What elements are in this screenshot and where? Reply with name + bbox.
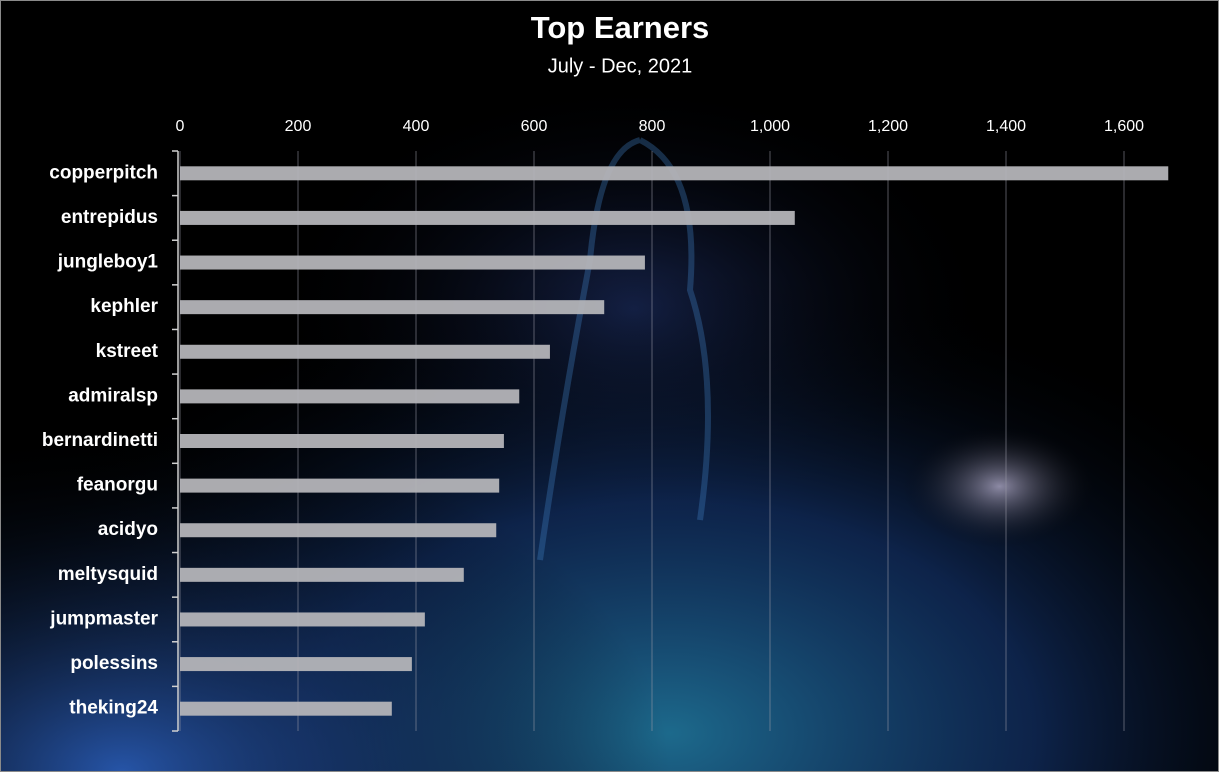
y-tick-label: theking24: [69, 698, 158, 719]
y-tick-label: acidyo: [98, 519, 158, 540]
y-tick-label: feanorgu: [77, 475, 158, 496]
bar: [180, 657, 412, 672]
bar: [180, 210, 795, 225]
y-tick-label: jungleboy1: [57, 252, 159, 273]
y-tick-label: kstreet: [96, 341, 159, 362]
x-tick-label: 600: [521, 118, 548, 135]
chart-subtitle: July - Dec, 2021: [548, 55, 693, 77]
x-tick-label: 0: [176, 118, 185, 135]
chart-title: Top Earners: [531, 10, 710, 45]
x-tick-label: 800: [639, 118, 666, 135]
y-tick-label: kephler: [90, 296, 158, 317]
x-tick-label: 200: [285, 118, 312, 135]
bar: [180, 300, 605, 315]
bar: [180, 478, 500, 493]
bar: [180, 567, 464, 582]
y-tick-label: copperpitch: [49, 162, 158, 183]
x-tick-label: 1,600: [1104, 118, 1144, 135]
bar: [180, 701, 392, 716]
bar: [180, 344, 550, 359]
bar: [180, 612, 425, 627]
y-tick-label: polessins: [70, 653, 158, 674]
y-tick-label: bernardinetti: [42, 430, 158, 451]
y-tick-label: meltysquid: [58, 564, 158, 585]
bar: [180, 523, 497, 538]
y-tick-label: jumpmaster: [49, 608, 158, 629]
bar: [180, 434, 504, 448]
x-tick-label: 400: [403, 118, 430, 135]
bar: [180, 389, 520, 404]
bar: [180, 255, 645, 270]
bar: [180, 166, 1169, 181]
y-tick-label: entrepidus: [61, 207, 158, 228]
x-tick-label: 1,200: [868, 118, 908, 135]
x-tick-label: 1,400: [986, 118, 1026, 135]
x-tick-label: 1,000: [750, 118, 790, 135]
y-tick-label: admiralsp: [68, 385, 158, 406]
